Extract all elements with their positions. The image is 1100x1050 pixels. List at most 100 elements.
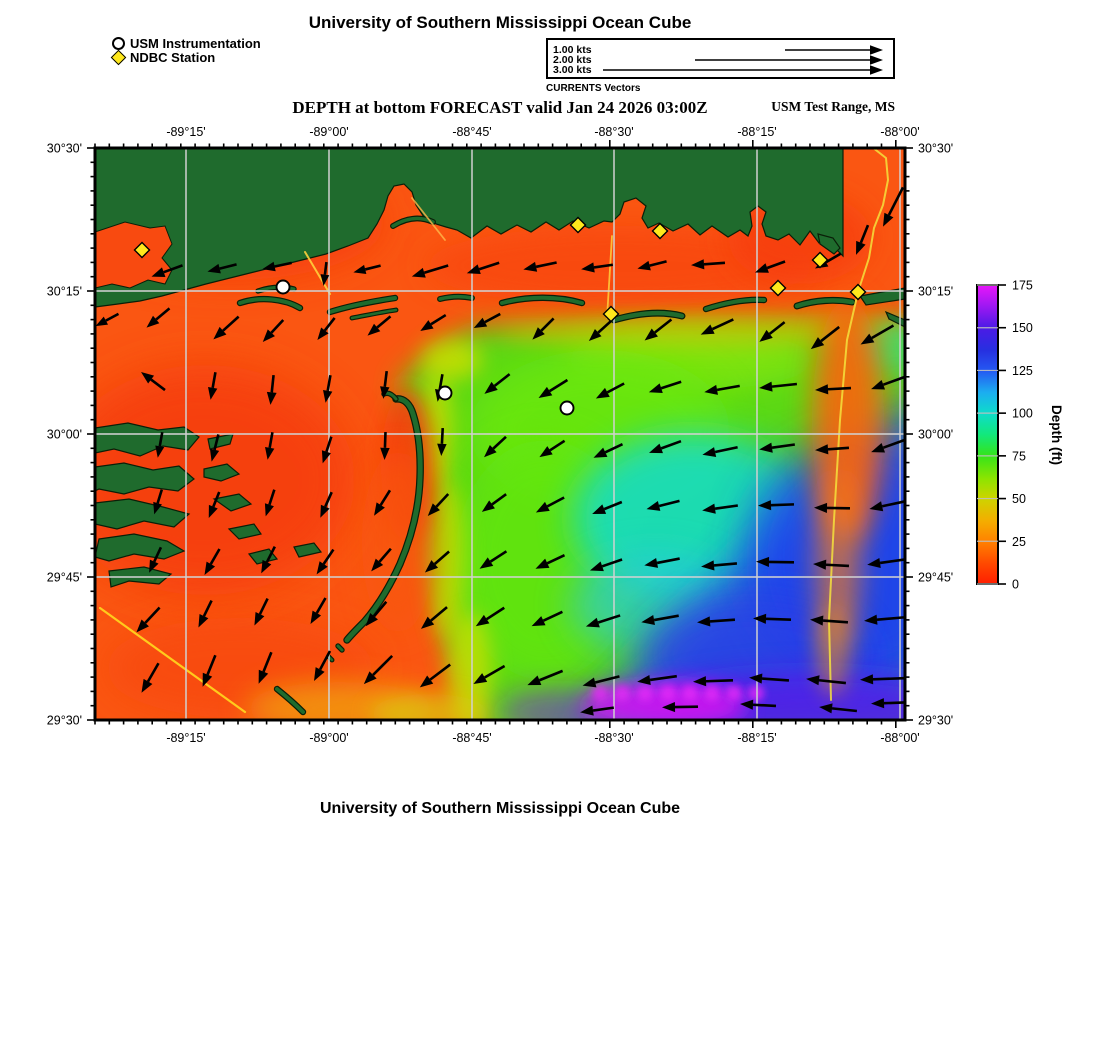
ndbc-station-marker <box>849 283 867 301</box>
current-vector-shaft <box>542 610 563 622</box>
land-polygon <box>247 548 279 565</box>
current-vector-shaft <box>597 319 613 334</box>
current-vector-head <box>95 316 109 327</box>
current-vector-head <box>380 386 390 399</box>
current-vector-shaft <box>658 499 680 508</box>
current-vector-shaft <box>158 431 164 447</box>
current-vector-shaft <box>714 504 739 510</box>
current-vector-head <box>207 263 221 274</box>
current-vector-head <box>815 444 829 455</box>
current-vector-head <box>588 328 602 342</box>
current-vector-head <box>702 447 717 457</box>
current-vector-shaft <box>660 380 682 390</box>
vector-key-label-1: 1.00 kts <box>553 44 592 56</box>
vector-key-arrows <box>603 45 883 75</box>
current-vector-head <box>538 386 553 399</box>
current-vector-shaft <box>484 312 501 324</box>
land-polygon <box>95 462 195 495</box>
current-vector-head <box>198 614 209 628</box>
current-vector-head <box>367 323 381 336</box>
current-vector-head <box>151 267 166 277</box>
colorbar-tick-label: 100 <box>1012 407 1033 421</box>
deep-spot <box>614 685 630 701</box>
current-vector-head <box>693 676 707 687</box>
colorbar-tick-label: 50 <box>1012 492 1026 506</box>
current-vector-shaft <box>872 676 905 681</box>
legend-item-ndbc: NDBC Station <box>110 49 261 65</box>
current-vector-shaft <box>822 619 849 624</box>
current-vector-shaft <box>430 313 447 326</box>
current-vector-head <box>595 387 610 399</box>
current-vector-head <box>864 614 878 625</box>
current-vector-shaft <box>423 264 449 274</box>
colorbar-tick-label: 75 <box>1012 449 1026 463</box>
current-vector-shaft <box>871 324 895 340</box>
lon-tick-label-top: -88°30' <box>594 125 633 139</box>
current-vector-head <box>262 329 275 342</box>
current-vector-head <box>589 561 604 572</box>
current-vector-shaft <box>594 675 620 684</box>
current-vector-head <box>155 445 165 458</box>
current-vector-head <box>141 371 155 384</box>
lat-tick-label-right: 29°45' <box>918 571 953 585</box>
colorbar-tick-label: 0 <box>1012 578 1019 592</box>
current-vector-shaft <box>825 563 850 568</box>
current-vector-head <box>153 501 162 515</box>
current-vector-head <box>535 501 550 513</box>
current-vector-head <box>740 699 754 710</box>
current-vector-shaft <box>654 318 673 334</box>
island <box>238 297 302 310</box>
current-vector-shaft <box>383 431 387 448</box>
current-vector-shaft <box>485 606 505 621</box>
current-vector-head <box>704 384 718 395</box>
lat-tick-label-right: 29°30' <box>918 714 953 728</box>
currents-vector-key: 1.00 kts 2.00 kts 3.00 kts <box>546 38 895 79</box>
usm-instrumentation-marker <box>559 400 575 416</box>
current-vector-head <box>473 673 488 684</box>
current-vector-head <box>320 274 330 286</box>
current-vector-shaft <box>270 319 285 334</box>
current-vector-head <box>371 558 384 572</box>
current-vector-shaft <box>156 489 164 504</box>
current-vector-shaft <box>493 373 511 387</box>
current-vector-shaft <box>535 261 557 269</box>
current-vector-head <box>759 329 773 342</box>
land-masses <box>95 148 905 588</box>
current-vector-shaft <box>258 597 269 615</box>
land-polygon <box>293 542 323 558</box>
current-vector-head <box>484 381 498 394</box>
current-vector-head <box>262 261 276 272</box>
current-vector-head <box>374 502 385 516</box>
colorbar-axis-label: Depth (ft) <box>1049 405 1064 465</box>
lon-tick-label-bottom: -89°00' <box>309 731 348 745</box>
land-polygon <box>95 533 186 562</box>
current-vector-shaft <box>827 386 852 391</box>
current-vector-head <box>419 675 434 688</box>
current-vector-head <box>204 561 216 575</box>
current-vector-head <box>883 212 894 227</box>
depth-color-field <box>95 148 905 720</box>
current-vector-head <box>314 667 325 682</box>
ndbc-station-marker <box>602 305 620 323</box>
current-vector-shaft <box>274 261 292 268</box>
current-vector-head <box>758 500 772 511</box>
current-vector-head <box>644 328 658 341</box>
depth-blob <box>448 612 492 720</box>
current-vector-head <box>317 327 329 341</box>
current-vector-shaft <box>492 435 507 450</box>
current-vector-shaft <box>546 554 566 565</box>
current-vector-shaft <box>653 614 679 622</box>
current-vector-head <box>701 560 715 571</box>
current-vector-head <box>813 559 827 570</box>
current-vector-shaft <box>376 315 392 329</box>
current-vector-shaft <box>322 548 335 565</box>
current-vector-head <box>749 673 763 684</box>
channel-line <box>828 148 889 701</box>
current-vector-head <box>320 504 330 518</box>
current-vector-shaft <box>603 500 623 511</box>
current-vector-head <box>411 267 426 278</box>
land-polygon <box>227 523 263 540</box>
current-vector-head <box>535 558 550 569</box>
current-vector-shaft <box>649 260 667 267</box>
current-vector-shaft <box>820 325 840 343</box>
